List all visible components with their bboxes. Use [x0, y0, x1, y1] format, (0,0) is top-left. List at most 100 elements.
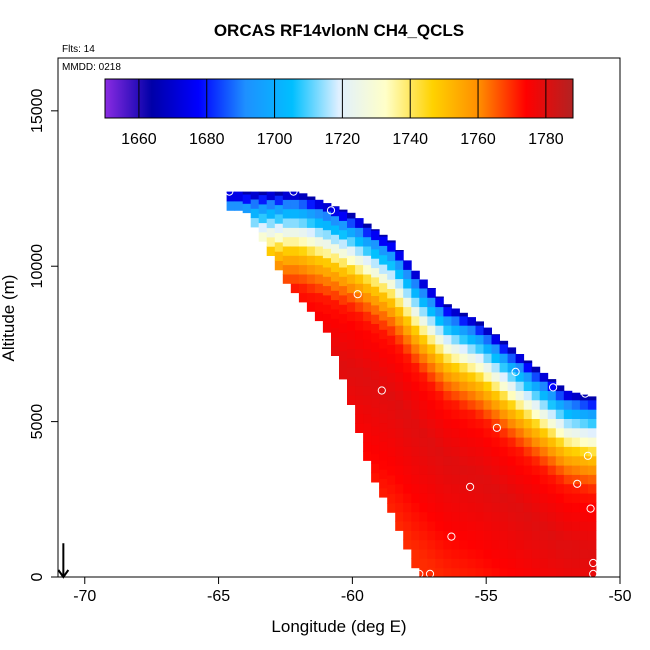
heatmap-cell	[467, 483, 476, 494]
heatmap-cell	[587, 558, 597, 569]
heatmap-cell	[331, 318, 340, 329]
heatmap-cell	[491, 530, 500, 541]
heatmap-cell	[571, 558, 581, 569]
heatmap-cell	[475, 567, 484, 578]
heatmap-cell	[539, 567, 549, 578]
heatmap-cell	[499, 549, 509, 559]
flight-point	[511, 367, 520, 376]
heatmap-cell	[539, 427, 549, 438]
heatmap-cell	[266, 218, 276, 229]
heatmap-cell	[499, 558, 509, 569]
heatmap-cell	[579, 399, 589, 410]
heatmap-cell	[491, 465, 500, 475]
heatmap-cell	[371, 398, 380, 408]
heatmap-cell	[411, 297, 420, 308]
heatmap-cell	[451, 334, 460, 345]
heatmap-cell	[371, 295, 380, 306]
heatmap-cell	[435, 493, 444, 503]
heatmap-cell	[355, 367, 364, 377]
heatmap-cell	[435, 315, 444, 326]
heatmap-cell	[363, 255, 372, 266]
heatmap-cell	[419, 549, 428, 559]
heatmap-cell	[363, 367, 372, 377]
heatmap-cell	[547, 418, 557, 429]
y-axis-label: Altitude (m)	[0, 275, 18, 362]
heatmap-cell	[298, 218, 308, 228]
heatmap-cell	[491, 502, 500, 513]
heatmap-cell	[363, 227, 372, 238]
heatmap-cell	[298, 208, 308, 219]
heatmap-cell	[539, 511, 549, 522]
heatmap-cell	[347, 320, 356, 331]
heatmap-cell	[403, 278, 412, 289]
x-axis-label: Longitude (deg E)	[271, 617, 406, 636]
colorbar-tick-label: 1780	[528, 131, 564, 148]
heatmap-cell	[395, 371, 404, 382]
heatmap-cell	[403, 465, 412, 475]
heatmap-cell	[515, 521, 525, 531]
heatmap-cell	[395, 306, 404, 317]
heatmap-cell	[491, 334, 500, 345]
heatmap-cell	[555, 493, 565, 503]
heatmap-cell	[379, 478, 388, 489]
heatmap-cell	[579, 437, 589, 447]
heatmap-cell	[371, 230, 380, 241]
heatmap-cell	[427, 315, 436, 326]
heatmap-cell	[443, 511, 452, 522]
heatmap-cell	[411, 381, 420, 391]
heatmap-cell	[555, 465, 565, 475]
heatmap-cell	[507, 474, 517, 485]
heatmap-cell	[339, 369, 348, 380]
heatmap-cell	[475, 502, 484, 513]
heatmap-cell	[563, 399, 573, 410]
heatmap-cell	[491, 427, 500, 438]
heatmap-cell	[435, 549, 444, 559]
heatmap-cell	[355, 227, 364, 238]
heatmap-cell	[483, 558, 492, 569]
heatmap-cell	[395, 511, 404, 522]
heatmap-cell	[371, 379, 380, 390]
heatmap-cell	[379, 376, 388, 386]
heatmap-cell	[403, 381, 412, 391]
heatmap-cell	[427, 390, 436, 401]
heatmap-cell	[515, 399, 525, 410]
heatmap-cell	[411, 493, 420, 503]
heatmap-cell	[435, 558, 444, 569]
heatmap-cell	[411, 558, 420, 569]
heatmap-cell	[483, 483, 492, 494]
heatmap-cell	[379, 236, 388, 246]
heatmap-cell	[298, 199, 308, 210]
heatmap-cell	[443, 465, 452, 475]
heatmap-cell	[314, 255, 324, 266]
heatmap-cell	[539, 521, 549, 531]
heatmap-cell	[507, 427, 517, 438]
heatmap-cell	[419, 334, 428, 345]
heatmap-cell	[355, 236, 364, 247]
heatmap-cell	[331, 262, 340, 273]
heatmap-cell	[411, 511, 420, 522]
heatmap-cell	[587, 396, 597, 401]
heatmap-cell	[403, 353, 412, 363]
heatmap-cell	[563, 427, 573, 438]
heatmap-cell	[491, 381, 500, 391]
heatmap-cell	[499, 567, 509, 578]
heatmap-cell	[395, 474, 404, 485]
heatmap-cell	[411, 362, 420, 373]
heatmap-cell	[306, 274, 316, 284]
y-tick-label: 5000	[29, 404, 46, 440]
heatmap-cell	[451, 455, 460, 466]
heatmap-cell	[523, 362, 533, 373]
heatmap-cell	[363, 357, 372, 368]
heatmap-cell	[539, 465, 549, 475]
heatmap-cell	[499, 381, 509, 391]
heatmap-cell	[443, 455, 452, 466]
heatmap-cell	[419, 446, 428, 457]
heatmap-cell	[371, 426, 380, 436]
heatmap-cell	[459, 511, 468, 522]
heatmap-cell	[587, 493, 597, 503]
heatmap-cell	[563, 511, 573, 522]
heatmap-field	[226, 191, 597, 578]
heatmap-cell	[435, 399, 444, 410]
heatmap-cell	[507, 549, 517, 559]
heatmap-cell	[331, 243, 340, 254]
